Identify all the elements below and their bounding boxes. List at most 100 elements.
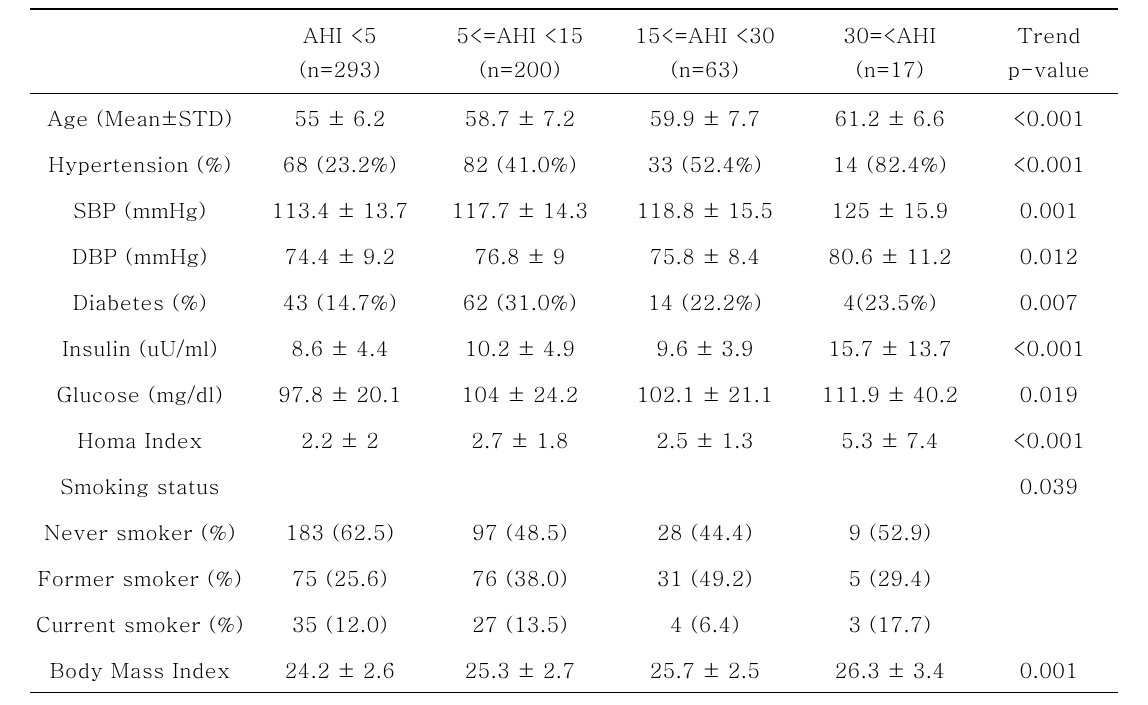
- cell-g3: 75.8 ± 8.4: [610, 232, 800, 278]
- header-group-4: 30=<AHI (n=17): [800, 9, 980, 94]
- cell-g2: 82 (41.0%): [430, 140, 610, 186]
- header-group-4-line1: 30=<AHI: [843, 19, 936, 49]
- cell-pvalue: 0.001: [980, 186, 1118, 232]
- cell-g1: 24.2 ± 2.6: [250, 646, 430, 693]
- header-group-4-line2: (n=17): [856, 53, 925, 83]
- cell-g2: 27 (13.5): [430, 600, 610, 646]
- cell-g4: 111.9 ± 40.2: [800, 370, 980, 416]
- header-group-2-line1: 5<=AHI <15: [456, 19, 583, 49]
- cell-g1: 55 ± 6.2: [250, 94, 430, 141]
- row-label: Current smoker (%): [30, 600, 250, 646]
- row-label: Homa Index: [30, 416, 250, 462]
- cell-g4: 61.2 ± 6.6: [800, 94, 980, 141]
- cell-g4: 4(23.5%): [800, 278, 980, 324]
- cell-pvalue: 0.001: [980, 646, 1118, 693]
- table-body: Age (Mean±STD)55 ± 6.258.7 ± 7.259.9 ± 7…: [30, 94, 1118, 693]
- row-label: Never smoker (%): [30, 508, 250, 554]
- results-table: AHI <5 (n=293) 5<=AHI <15 (n=200) 15<=AH…: [30, 8, 1118, 693]
- cell-g1: 113.4 ± 13.7: [250, 186, 430, 232]
- cell-g4: 125 ± 15.9: [800, 186, 980, 232]
- cell-pvalue: <0.001: [980, 94, 1118, 141]
- cell-pvalue: 0.012: [980, 232, 1118, 278]
- cell-g3: 33 (52.4%): [610, 140, 800, 186]
- cell-g2: 76.8 ± 9: [430, 232, 610, 278]
- row-label: Diabetes (%): [30, 278, 250, 324]
- table-row: Hypertension (%)68 (23.2%)82 (41.0%)33 (…: [30, 140, 1118, 186]
- row-label: Glucose (mg/dl): [30, 370, 250, 416]
- row-label: Age (Mean±STD): [30, 94, 250, 141]
- cell-g2: 62 (31.0%): [430, 278, 610, 324]
- cell-g4: 9 (52.9): [800, 508, 980, 554]
- header-group-2: 5<=AHI <15 (n=200): [430, 9, 610, 94]
- cell-g3: 31 (49.2): [610, 554, 800, 600]
- header-group-1-line1: AHI <5: [303, 19, 377, 49]
- header-group-1: AHI <5 (n=293): [250, 9, 430, 94]
- cell-g2: 76 (38.0): [430, 554, 610, 600]
- header-group-2-line2: (n=200): [479, 53, 561, 83]
- table-row: Former smoker (%)75 (25.6)76 (38.0)31 (4…: [30, 554, 1118, 600]
- table-row: Current smoker (%)35 (12.0)27 (13.5)4 (6…: [30, 600, 1118, 646]
- cell-g1: 75 (25.6): [250, 554, 430, 600]
- table-row: SBP (mmHg)113.4 ± 13.7117.7 ± 14.3118.8 …: [30, 186, 1118, 232]
- cell-pvalue: 0.007: [980, 278, 1118, 324]
- table-row: Homa Index2.2 ± 22.7 ± 1.82.5 ± 1.35.3 ±…: [30, 416, 1118, 462]
- cell-g4: 5.3 ± 7.4: [800, 416, 980, 462]
- row-label: SBP (mmHg): [30, 186, 250, 232]
- cell-g3: 4 (6.4): [610, 600, 800, 646]
- cell-g2: 104 ± 24.2: [430, 370, 610, 416]
- cell-g2: 97 (48.5): [430, 508, 610, 554]
- cell-pvalue: [980, 554, 1118, 600]
- row-label: Smoking status: [30, 462, 250, 508]
- table-row: Body Mass Index24.2 ± 2.625.3 ± 2.725.7 …: [30, 646, 1118, 693]
- table-row: Age (Mean±STD)55 ± 6.258.7 ± 7.259.9 ± 7…: [30, 94, 1118, 141]
- cell-g3: 9.6 ± 3.9: [610, 324, 800, 370]
- table-header-row: AHI <5 (n=293) 5<=AHI <15 (n=200) 15<=AH…: [30, 9, 1118, 94]
- table-row: Glucose (mg/dl)97.8 ± 20.1104 ± 24.2102.…: [30, 370, 1118, 416]
- cell-g2: 25.3 ± 2.7: [430, 646, 610, 693]
- cell-g2: 58.7 ± 7.2: [430, 94, 610, 141]
- cell-g3: 2.5 ± 1.3: [610, 416, 800, 462]
- table-row: Smoking status 0.039: [30, 462, 1118, 508]
- cell-g4: 26.3 ± 3.4: [800, 646, 980, 693]
- cell-g3: 28 (44.4): [610, 508, 800, 554]
- cell-g3: [610, 462, 800, 508]
- table-row: DBP (mmHg)74.4 ± 9.276.8 ± 975.8 ± 8.480…: [30, 232, 1118, 278]
- cell-g3: 25.7 ± 2.5: [610, 646, 800, 693]
- cell-g4: 14 (82.4%): [800, 140, 980, 186]
- row-label: Former smoker (%): [30, 554, 250, 600]
- header-group-3-line2: (n=63): [671, 53, 740, 83]
- row-label: Hypertension (%): [30, 140, 250, 186]
- cell-g1: 97.8 ± 20.1: [250, 370, 430, 416]
- cell-g1: 183 (62.5): [250, 508, 430, 554]
- cell-g3: 14 (22.2%): [610, 278, 800, 324]
- cell-g1: 35 (12.0): [250, 600, 430, 646]
- cell-pvalue: 0.039: [980, 462, 1118, 508]
- cell-g1: 8.6 ± 4.4: [250, 324, 430, 370]
- cell-g4: [800, 462, 980, 508]
- cell-g4: 5 (29.4): [800, 554, 980, 600]
- cell-pvalue: <0.001: [980, 140, 1118, 186]
- cell-g1: 43 (14.7%): [250, 278, 430, 324]
- cell-g3: 102.1 ± 21.1: [610, 370, 800, 416]
- cell-g4: 3 (17.7): [800, 600, 980, 646]
- table-container: AHI <5 (n=293) 5<=AHI <15 (n=200) 15<=AH…: [0, 0, 1148, 705]
- cell-g2: [430, 462, 610, 508]
- cell-pvalue: <0.001: [980, 324, 1118, 370]
- cell-g4: 15.7 ± 13.7: [800, 324, 980, 370]
- header-group-1-line2: (n=293): [299, 53, 381, 83]
- cell-g2: 117.7 ± 14.3: [430, 186, 610, 232]
- header-pvalue-line2: p-value: [1008, 53, 1090, 83]
- cell-g1: 2.2 ± 2: [250, 416, 430, 462]
- row-label: Insulin (uU/ml): [30, 324, 250, 370]
- cell-pvalue: 0.019: [980, 370, 1118, 416]
- header-blank: [30, 9, 250, 94]
- header-pvalue: Trend p-value: [980, 9, 1118, 94]
- cell-g2: 10.2 ± 4.9: [430, 324, 610, 370]
- header-pvalue-line1: Trend: [1017, 19, 1081, 49]
- cell-pvalue: [980, 508, 1118, 554]
- table-row: Diabetes (%)43 (14.7%)62 (31.0%)14 (22.2…: [30, 278, 1118, 324]
- cell-pvalue: <0.001: [980, 416, 1118, 462]
- header-group-3: 15<=AHI <30 (n=63): [610, 9, 800, 94]
- table-header: AHI <5 (n=293) 5<=AHI <15 (n=200) 15<=AH…: [30, 9, 1118, 94]
- row-label: Body Mass Index: [30, 646, 250, 693]
